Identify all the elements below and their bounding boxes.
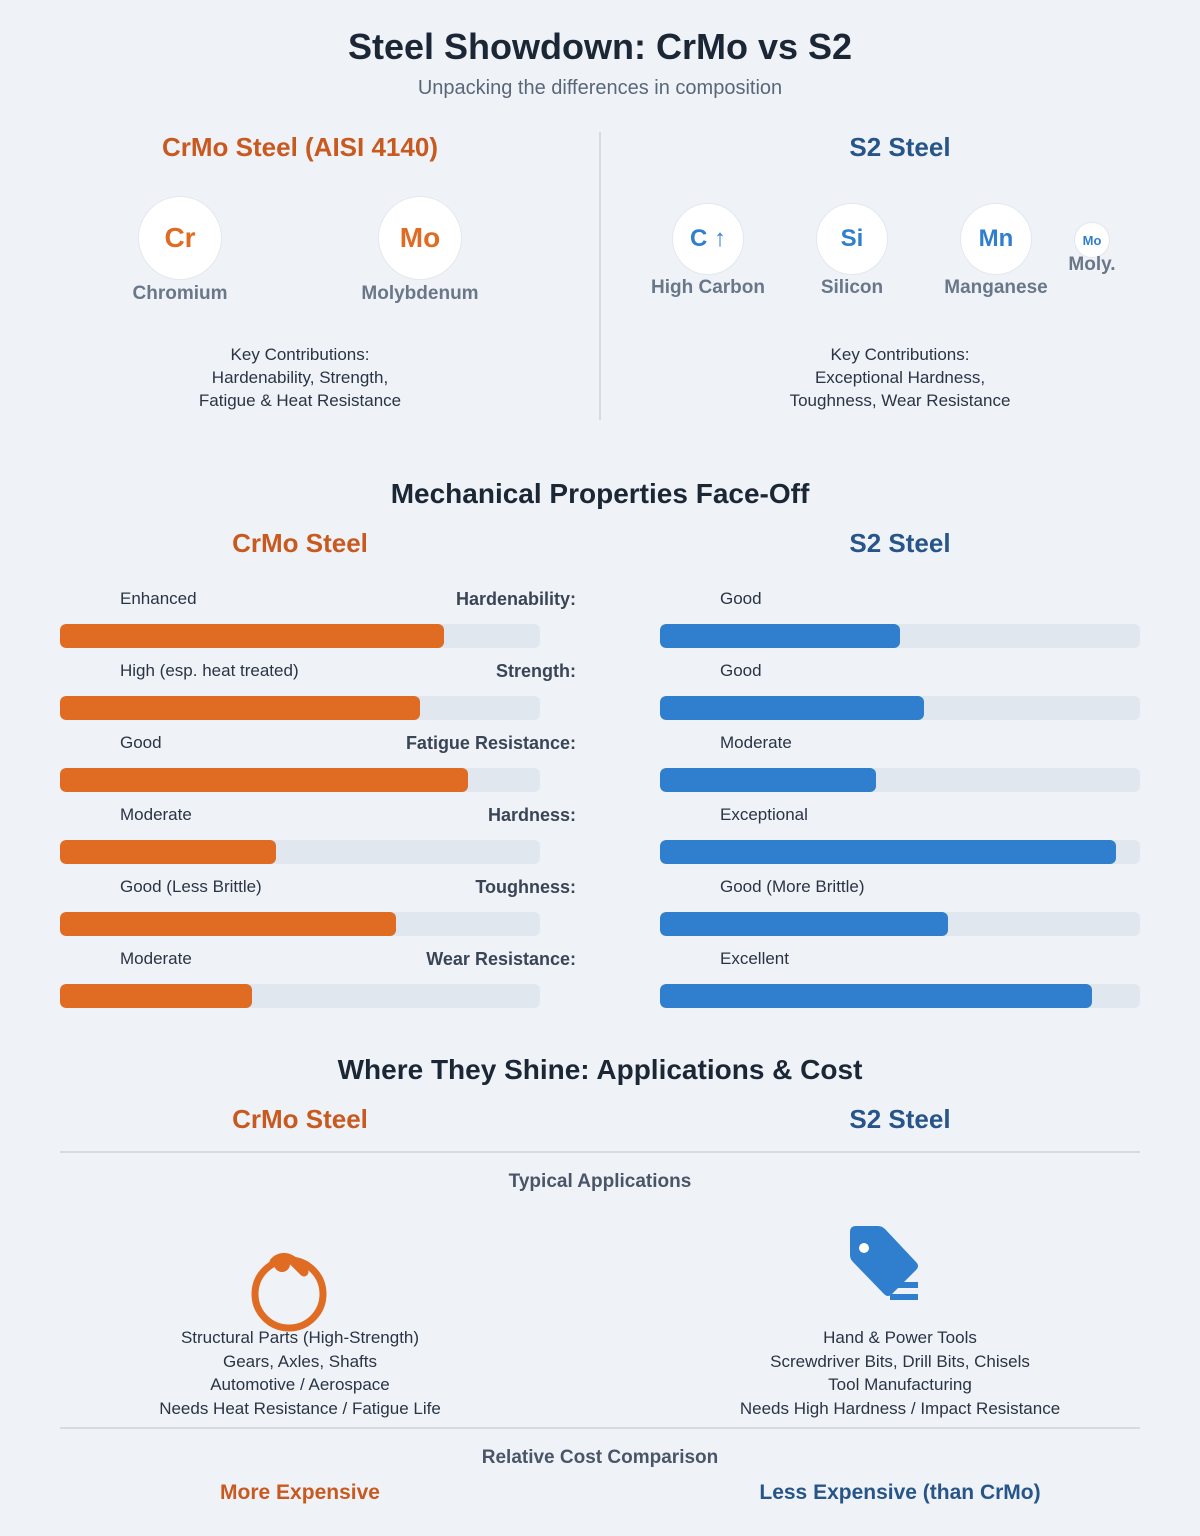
crmo-property-value: High (esp. heat treated) [120,661,299,680]
element-mo-label: Molybdenum [361,283,479,304]
crmo-property-value: Moderate [120,805,192,824]
list-item: Structural Parts (High-Strength) [180,1328,420,1347]
property-name: Wear Resistance: [426,949,576,969]
crmo-property-bar-track [60,696,540,720]
page-title: Steel Showdown: CrMo vs S2 [347,26,853,67]
s2-property-value: Good (More Brittle) [720,877,865,896]
s2-contributions-line: Toughness, Wear Resistance [789,391,1011,410]
s2-property-bar-track [660,768,1140,792]
crmo-property-bar-fill [60,624,444,648]
crmo-property-value: Good (Less Brittle) [120,877,262,896]
mechanical-s2-heading: S2 Steel [849,528,951,558]
element-c-badge: C ↑ [672,203,744,275]
property-name: Fatigue Resistance: [405,733,576,753]
list-item: Gears, Axles, Shafts [222,1351,377,1371]
s2-property-bar-track [660,840,1140,864]
s2-property-bar-fill [660,840,1116,864]
s2-property-bar-fill [660,912,948,936]
applications-crmo-heading: CrMo Steel [232,1104,368,1134]
s2-composition-heading: S2 Steel [849,132,951,162]
crmo-contributions: Key Contributions: Hardenability, Streng… [60,343,540,412]
crmo-property-bar-fill [60,984,252,1008]
crmo-property-bar-fill [60,768,468,792]
crmo-property-bar-track [60,624,540,648]
s2-contributions-line: Exceptional Hardness, [814,368,986,387]
s2-property-bar-track [660,984,1140,1008]
list-item: Automotive / Aerospace [210,1375,390,1394]
property-name: Hardness: [487,805,576,825]
crmo-property-bar-track [60,912,540,936]
crmo-property-value: Moderate [120,949,192,968]
element-mo-badge: Mo [378,196,462,280]
s2-property-bar-track [660,696,1140,720]
applications-divider-bottom [60,1427,1140,1429]
element-cr-badge: Cr [138,196,222,280]
s2-property-value: Moderate [720,733,792,752]
s2-cost: Less Expensive (than CrMo) [759,1481,1041,1504]
crmo-composition-heading: CrMo Steel (AISI 4140) [162,132,438,162]
crmo-property-bar-track [60,768,540,792]
crmo-cost: More Expensive [220,1481,380,1504]
list-item: Needs High Hardness / Impact Resistance [739,1398,1061,1418]
s2-property-value: Good [720,661,762,680]
element-si-label: Silicon [820,277,884,298]
crmo-property-bar-track [60,840,540,864]
s2-property-value: Excellent [720,949,789,968]
applications-section-title: Where They Shine: Applications & Cost [337,1054,863,1085]
property-name: Strength: [496,661,576,681]
element-c-label: High Carbon [651,277,765,298]
list-item: Tool Manufacturing [828,1375,972,1394]
crmo-contributions-line: Hardenability, Strength, [211,368,389,387]
cost-comparison-label: Relative Cost Comparison [481,1447,719,1468]
s2-property-value: Exceptional [720,805,808,824]
s2-applications-list: Hand & Power Tools Screwdriver Bits, Dri… [660,1326,1140,1420]
property-name: Hardenability: [455,589,576,609]
s2-property-bar-track [660,912,1140,936]
crmo-applications-list: Structural Parts (High-Strength) Gears, … [60,1326,540,1420]
gear-ring-icon [251,1252,327,1332]
list-item: Screwdriver Bits, Drill Bits, Chisels [770,1351,1030,1371]
crmo-property-value: Enhanced [120,589,197,608]
list-item: Needs Heat Resistance / Fatigue Life [159,1398,441,1418]
tag-icon [850,1226,918,1300]
element-mn-label: Manganese [944,277,1048,298]
crmo-property-value: Good [120,733,162,752]
element-moly-badge: Mo [1074,222,1110,258]
crmo-contributions-heading: Key Contributions: [230,345,370,364]
mechanical-crmo-heading: CrMo Steel [232,528,368,558]
crmo-property-bar-fill [60,912,396,936]
typical-applications-label: Typical Applications [508,1171,692,1192]
element-mn-badge: Mn [960,203,1032,275]
s2-property-value: Good [720,589,762,608]
crmo-property-bar-track [60,984,540,1008]
composition-divider [599,132,601,420]
applications-divider-top [60,1151,1140,1153]
s2-property-bar-fill [660,768,876,792]
s2-contributions: Key Contributions: Exceptional Hardness,… [660,343,1140,412]
property-name: Toughness: [475,877,576,897]
s2-property-bar-track [660,624,1140,648]
list-item: Hand & Power Tools [823,1328,977,1347]
crmo-property-bar-fill [60,840,276,864]
s2-contributions-heading: Key Contributions: [830,345,970,364]
applications-s2-heading: S2 Steel [849,1104,951,1134]
element-si-badge: Si [816,203,888,275]
page-subtitle: Unpacking the differences in composition [417,77,783,99]
crmo-property-bar-fill [60,696,420,720]
s2-property-bar-fill [660,696,924,720]
element-cr-label: Chromium [132,283,228,304]
crmo-contributions-line: Fatigue & Heat Resistance [198,391,402,410]
s2-property-bar-fill [660,624,900,648]
s2-property-bar-fill [660,984,1092,1008]
mechanical-section-title: Mechanical Properties Face-Off [390,478,810,509]
element-moly-label: Moly. [1068,254,1116,275]
